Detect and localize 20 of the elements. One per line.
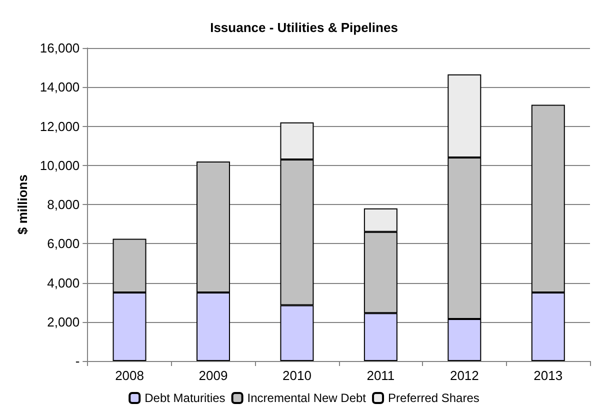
legend-label: Debt Maturities [144, 391, 226, 405]
legend-label: Incremental New Debt [247, 391, 367, 405]
y-tick-label: 6,000 [47, 236, 80, 252]
y-tick-label: 16,000 [40, 40, 80, 56]
legend-label: Preferred Shares [388, 391, 480, 405]
x-tick-label: 2011 [366, 368, 395, 383]
x-tick-label: 2013 [534, 368, 563, 383]
y-axis-title: $ millions [15, 174, 30, 234]
x-tick-label: 2012 [450, 368, 479, 383]
y-tick-label: 10,000 [40, 158, 80, 173]
chart-title: Issuance - Utilities & Pipelines [210, 20, 398, 35]
y-tick-label: 2,000 [47, 314, 80, 330]
y-tick-label: 12,000 [40, 118, 80, 134]
y-tick-label: 14,000 [40, 80, 80, 95]
x-tick-label: 2009 [198, 368, 228, 383]
x-tick-label: 2010 [282, 368, 312, 383]
x-tick-label: 2008 [115, 368, 144, 383]
y-tick-label: 4,000 [47, 275, 80, 290]
y-tick-label: - [75, 354, 80, 368]
y-tick-label: 8,000 [47, 197, 80, 212]
